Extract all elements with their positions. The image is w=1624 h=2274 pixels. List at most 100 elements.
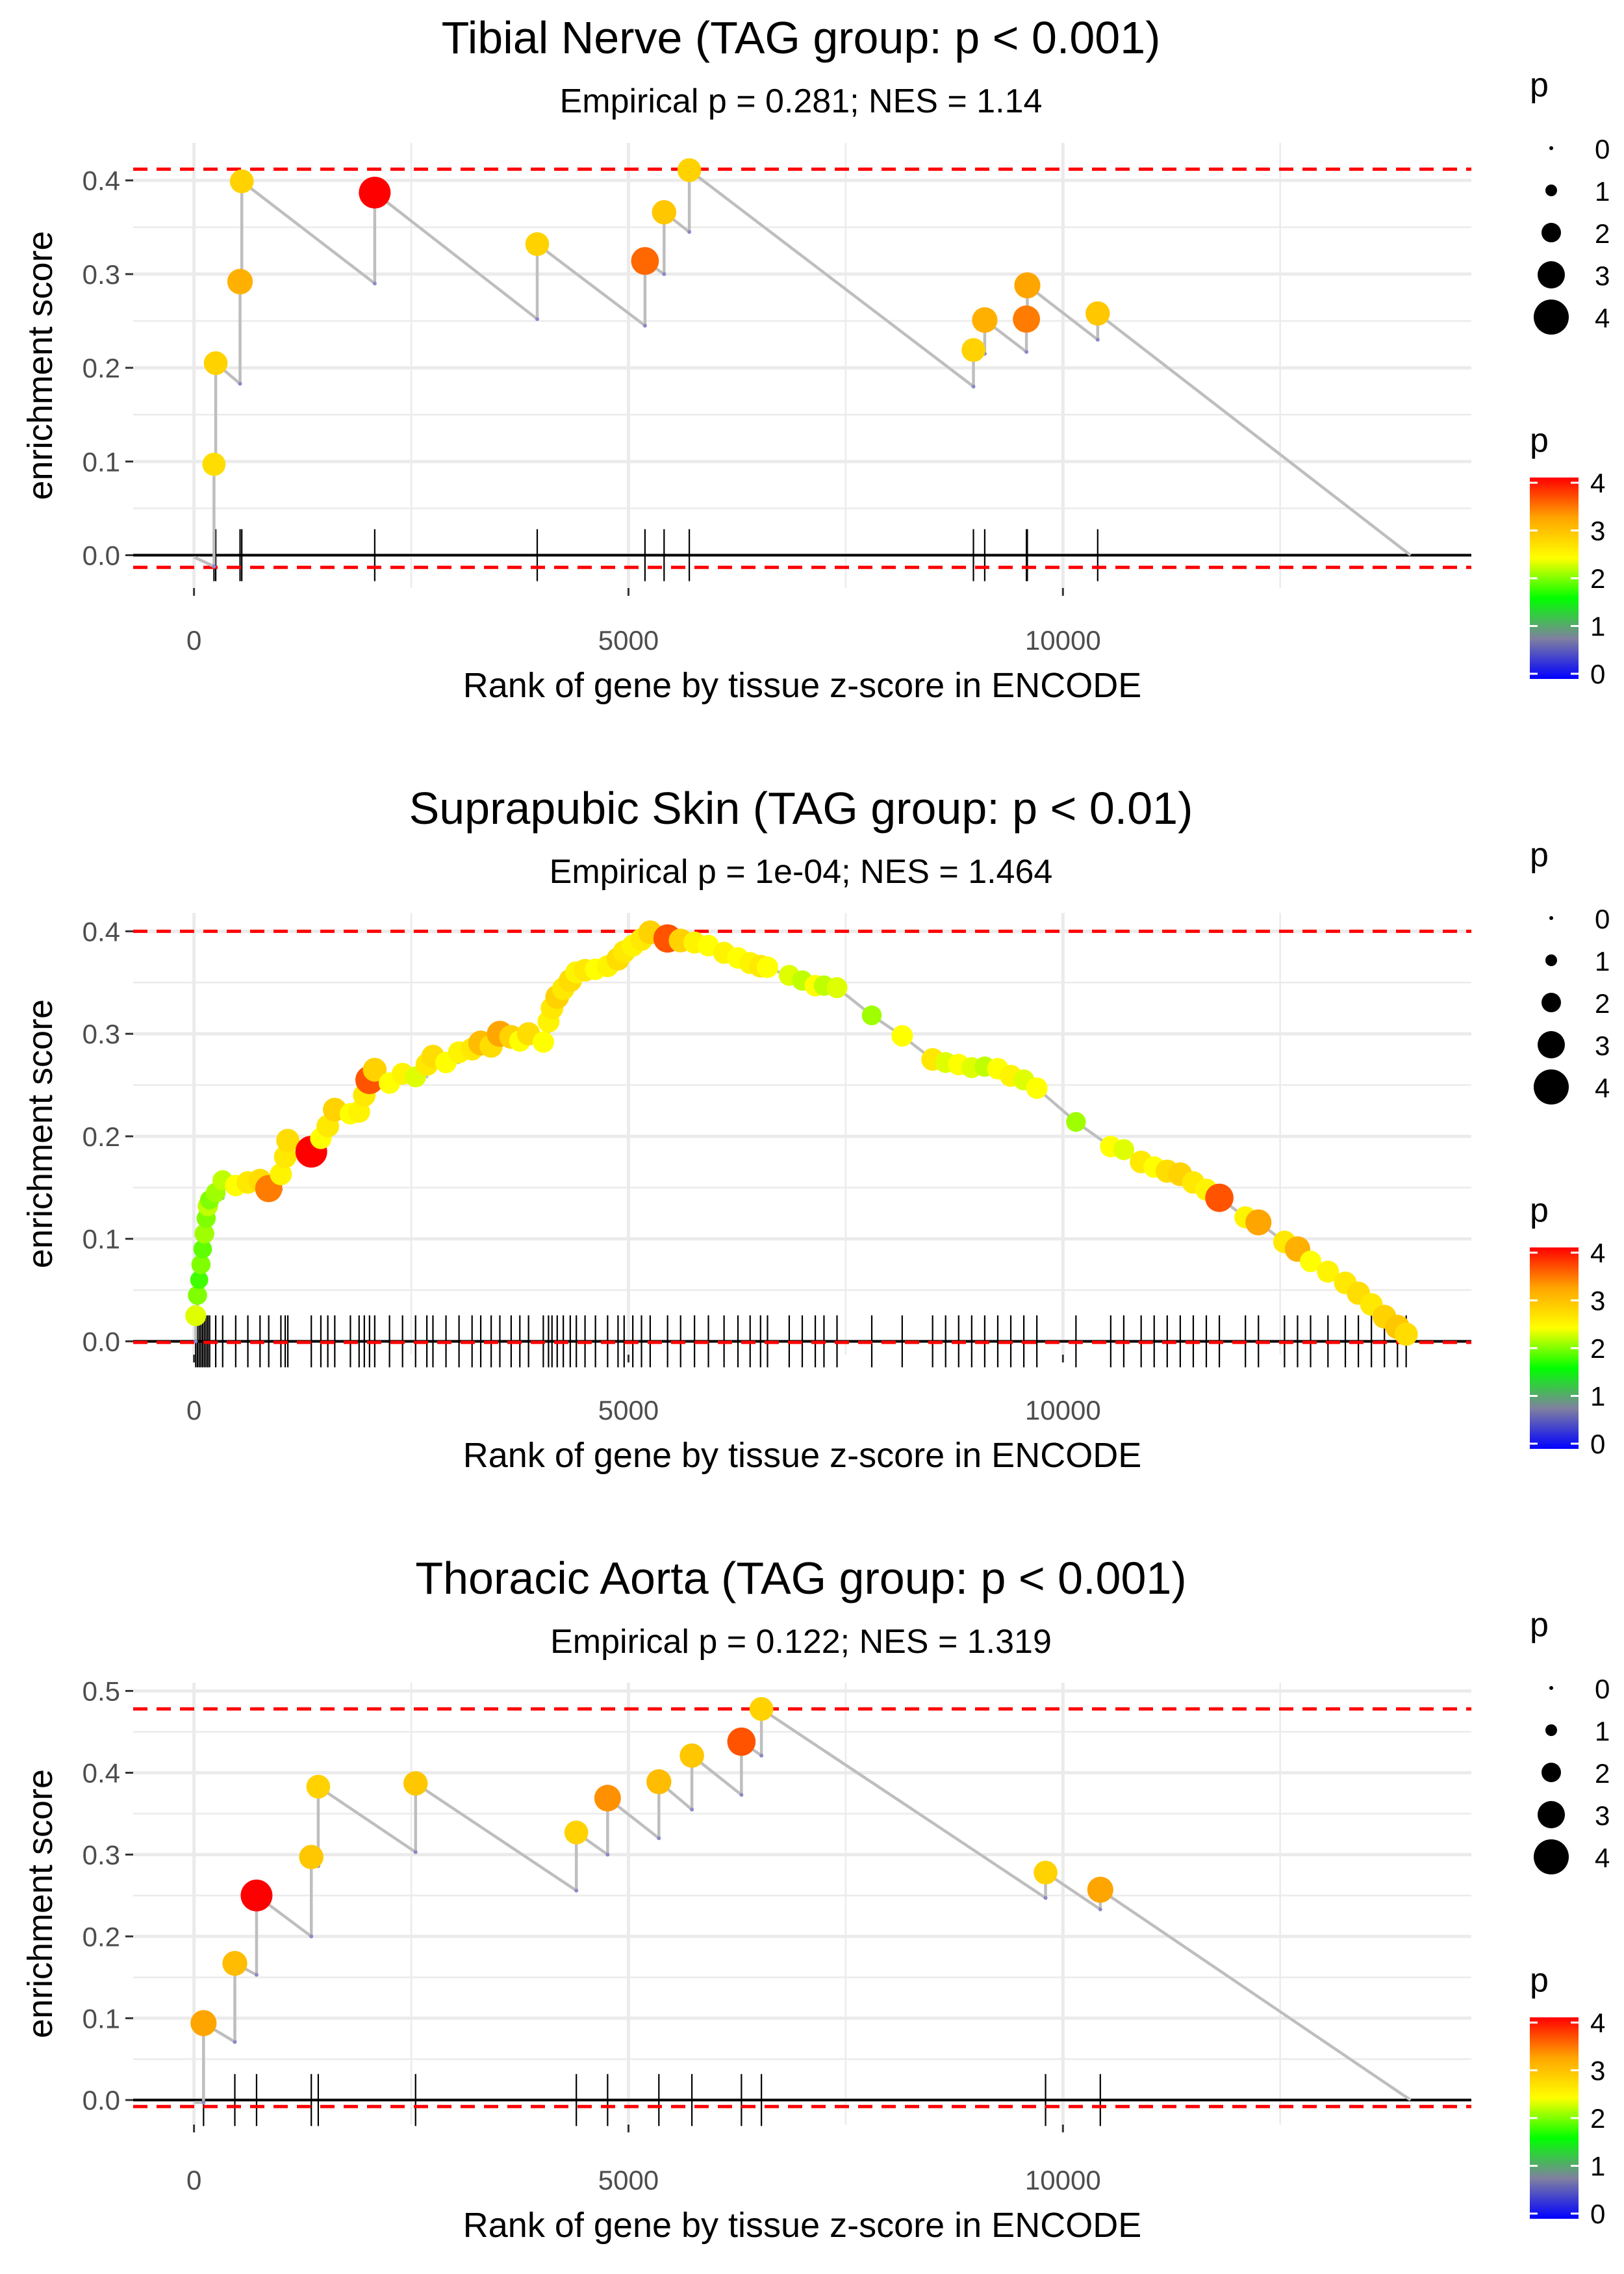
size-legend-key xyxy=(1538,1801,1565,1828)
dip-marker xyxy=(309,1934,314,1939)
size-legend-title: p xyxy=(1530,66,1549,104)
dip-marker xyxy=(1024,350,1029,354)
y-tick-label: 0.4 xyxy=(82,1758,120,1789)
size-legend-key xyxy=(1538,1031,1565,1058)
size-legend-label: 1 xyxy=(1595,1716,1610,1746)
size-legend-key xyxy=(1545,1724,1557,1736)
y-axis: 0.0 0.1 0.2 0.3 0.4 xyxy=(82,166,133,571)
hit-point xyxy=(1394,1322,1418,1346)
size-legend-key xyxy=(1542,993,1561,1012)
size-legend-label: 2 xyxy=(1595,1758,1610,1789)
hit-points xyxy=(185,920,1418,1346)
dip-marker xyxy=(535,317,540,322)
y-tick-label: 0.1 xyxy=(82,2003,120,2034)
x-axis: 0 5000 10000 xyxy=(186,2125,1101,2195)
gridlines xyxy=(133,143,1471,588)
hit-point xyxy=(679,1743,704,1768)
y-tick-label: 0.0 xyxy=(82,541,120,571)
chart-title: Suprapubic Skin (TAG group: p < 0.01) xyxy=(409,783,1193,834)
legend-aorta: p 0 1 2 3 4 p 4 3 2 1 0 xyxy=(1530,1606,1610,2229)
hit-point xyxy=(594,1785,621,1812)
size-legend-label: 0 xyxy=(1595,134,1610,164)
size-legend-key xyxy=(1545,954,1557,966)
hit-point xyxy=(1317,1260,1339,1283)
y-tick-label: 0.4 xyxy=(82,166,120,196)
dip-marker xyxy=(687,230,692,234)
x-tick-label: 0 xyxy=(186,1395,201,1425)
y-tick-label: 0.2 xyxy=(82,1121,120,1152)
hit-point xyxy=(227,268,253,295)
dip-marker xyxy=(642,324,647,328)
dip-marker xyxy=(1095,337,1100,342)
hit-point xyxy=(532,1031,554,1053)
dip-markers xyxy=(201,1754,1102,2104)
hit-point xyxy=(1026,1077,1048,1099)
hit-point xyxy=(564,1820,589,1845)
dip-markers xyxy=(212,230,1100,568)
size-legend-label: 2 xyxy=(1595,988,1610,1019)
dip-marker xyxy=(413,1850,418,1854)
color-bar-label: 4 xyxy=(1590,1238,1605,1268)
size-legend-label: 3 xyxy=(1595,1030,1610,1061)
size-legend-key xyxy=(1534,1839,1569,1874)
hit-point xyxy=(1014,272,1041,299)
size-legend-label: 3 xyxy=(1595,1800,1610,1831)
y-tick-label: 0.1 xyxy=(82,446,120,477)
panel-tibial: Tibial Nerve (TAG group: p < 0.001) Empir… xyxy=(21,12,1610,705)
hit-point xyxy=(190,2010,217,2036)
hit-point xyxy=(188,1285,207,1305)
x-tick-label: 5000 xyxy=(598,625,659,656)
hit-point xyxy=(190,1270,209,1289)
x-axis: 0 5000 10000 xyxy=(186,1355,1101,1425)
color-bar-label: 3 xyxy=(1590,2056,1605,2086)
hit-point xyxy=(362,1058,387,1082)
dip-marker xyxy=(212,564,216,568)
chart-subtitle: Empirical p = 1e-04; NES = 1.464 xyxy=(550,853,1053,891)
size-legend-label: 4 xyxy=(1595,1843,1610,1873)
color-legend-title: p xyxy=(1530,422,1549,459)
y-axis-label: enrichment score xyxy=(21,1769,60,2038)
hit-point xyxy=(677,158,702,183)
color-bar-label: 4 xyxy=(1590,2008,1605,2038)
enrichment-line xyxy=(194,1707,1412,2104)
size-legend-label: 1 xyxy=(1595,946,1610,977)
color-bar-label: 2 xyxy=(1590,2103,1605,2134)
size-legend-label: 2 xyxy=(1595,218,1610,249)
hit-point xyxy=(1299,1250,1322,1272)
hit-point xyxy=(202,452,226,476)
y-axis-label: enrichment score xyxy=(21,231,60,500)
color-bar-label: 0 xyxy=(1590,1429,1605,1459)
y-axis: 0.0 0.1 0.2 0.3 0.4 xyxy=(82,916,133,1357)
hit-point xyxy=(652,199,677,225)
hit-point xyxy=(193,1240,212,1258)
color-bar-label: 2 xyxy=(1590,1333,1605,1364)
hit-point xyxy=(1087,1876,1113,1903)
hit-points xyxy=(202,158,1110,476)
dip-marker xyxy=(739,1793,744,1797)
hit-point xyxy=(749,1696,774,1721)
dip-marker xyxy=(194,1339,198,1344)
x-tick-label: 0 xyxy=(186,625,201,656)
color-bar xyxy=(1530,1247,1579,1449)
hit-point xyxy=(525,232,550,257)
hit-point xyxy=(194,1223,214,1244)
y-tick-label: 0.5 xyxy=(82,1676,120,1707)
x-tick-label: 5000 xyxy=(598,2165,659,2195)
size-legend-label: 0 xyxy=(1595,1674,1610,1704)
x-axis-label: Rank of gene by tissue z-score in ENCODE xyxy=(463,666,1141,705)
y-tick-label: 0.3 xyxy=(82,1019,120,1049)
hit-point xyxy=(727,1727,756,1756)
color-legend-title: p xyxy=(1530,1961,1549,1999)
color-bar-label: 0 xyxy=(1590,659,1605,689)
size-legend-key xyxy=(1534,1069,1569,1105)
hit-point xyxy=(1113,1139,1135,1160)
x-tick-label: 5000 xyxy=(598,1395,659,1425)
dip-marker xyxy=(971,384,976,389)
hit-point xyxy=(191,1255,211,1274)
dip-marker xyxy=(233,2039,237,2044)
dip-marker xyxy=(254,1973,259,1977)
size-legend-label: 4 xyxy=(1595,1073,1610,1103)
dip-marker xyxy=(238,381,242,386)
hit-point xyxy=(276,1129,299,1153)
